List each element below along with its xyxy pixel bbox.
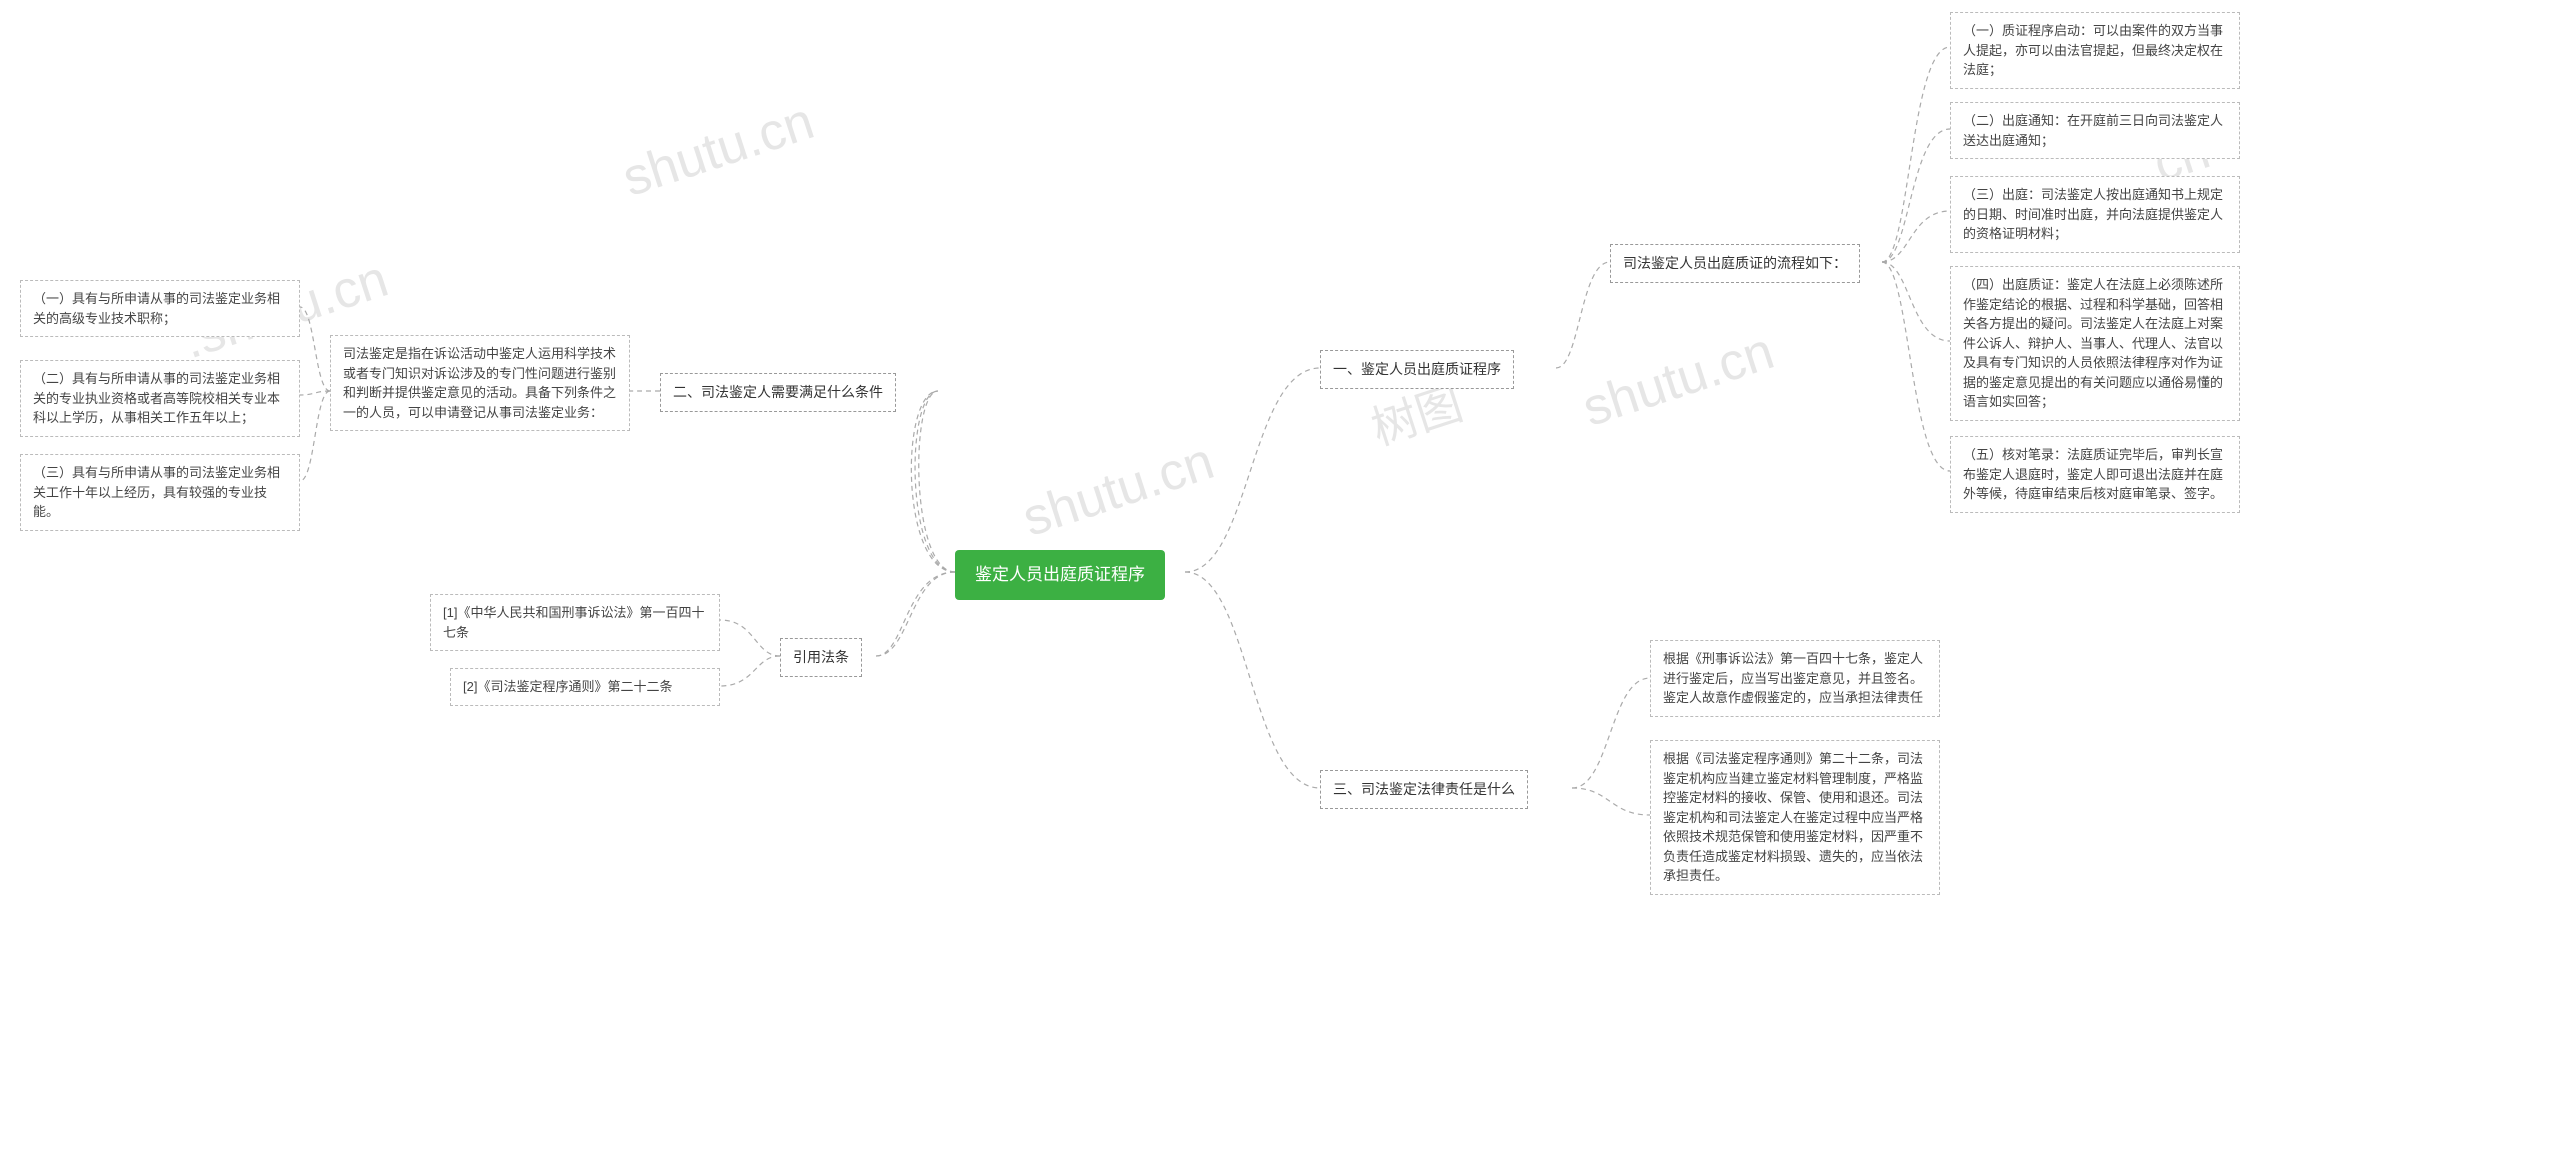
leaf-2-1: （一）具有与所申请从事的司法鉴定业务相关的高级专业技术职称； bbox=[20, 280, 300, 337]
branch-3: 三、司法鉴定法律责任是什么 bbox=[1320, 770, 1528, 809]
leaf-4-1: [1]《中华人民共和国刑事诉讼法》第一百四十七条 bbox=[430, 594, 720, 651]
leaf-1-4: （四）出庭质证：鉴定人在法庭上必须陈述所作鉴定结论的根据、过程和科学基础，回答相… bbox=[1950, 266, 2240, 421]
watermark: shutu.cn bbox=[1016, 431, 1221, 549]
branch-1a: 司法鉴定人员出庭质证的流程如下： bbox=[1610, 244, 1860, 283]
leaf-1-2: （二）出庭通知：在开庭前三日向司法鉴定人送达出庭通知； bbox=[1950, 102, 2240, 159]
watermark: shutu.cn bbox=[616, 91, 821, 209]
watermark: shutu.cn bbox=[1576, 321, 1781, 439]
leaf-1-3: （三）出庭：司法鉴定人按出庭通知书上规定的日期、时间准时出庭，并向法庭提供鉴定人… bbox=[1950, 176, 2240, 253]
branch-1: 一、鉴定人员出庭质证程序 bbox=[1320, 350, 1514, 389]
leaf-2-3: （三）具有与所申请从事的司法鉴定业务相关工作十年以上经历，具有较强的专业技能。 bbox=[20, 454, 300, 531]
leaf-4-2: [2]《司法鉴定程序通则》第二十二条 bbox=[450, 668, 720, 706]
leaf-1-5: （五）核对笔录：法庭质证完毕后，审判长宣布鉴定人退庭时，鉴定人即可退出法庭并在庭… bbox=[1950, 436, 2240, 513]
leaf-2-2: （二）具有与所申请从事的司法鉴定业务相关的专业执业资格或者高等院校相关专业本科以… bbox=[20, 360, 300, 437]
leaf-1-1: （一）质证程序启动：可以由案件的双方当事人提起，亦可以由法官提起，但最终决定权在… bbox=[1950, 12, 2240, 89]
leaf-3-1: 根据《刑事诉讼法》第一百四十七条，鉴定人进行鉴定后，应当写出鉴定意见，并且签名。… bbox=[1650, 640, 1940, 717]
connectors-svg bbox=[0, 0, 2560, 1152]
branch-4: 引用法条 bbox=[780, 638, 862, 677]
leaf-2-intro: 司法鉴定是指在诉讼活动中鉴定人运用科学技术或者专门知识对诉讼涉及的专门性问题进行… bbox=[330, 335, 630, 431]
leaf-3-2: 根据《司法鉴定程序通则》第二十二条，司法鉴定机构应当建立鉴定材料管理制度，严格监… bbox=[1650, 740, 1940, 895]
branch-2: 二、司法鉴定人需要满足什么条件 bbox=[660, 373, 896, 412]
root-node: 鉴定人员出庭质证程序 bbox=[955, 550, 1165, 600]
